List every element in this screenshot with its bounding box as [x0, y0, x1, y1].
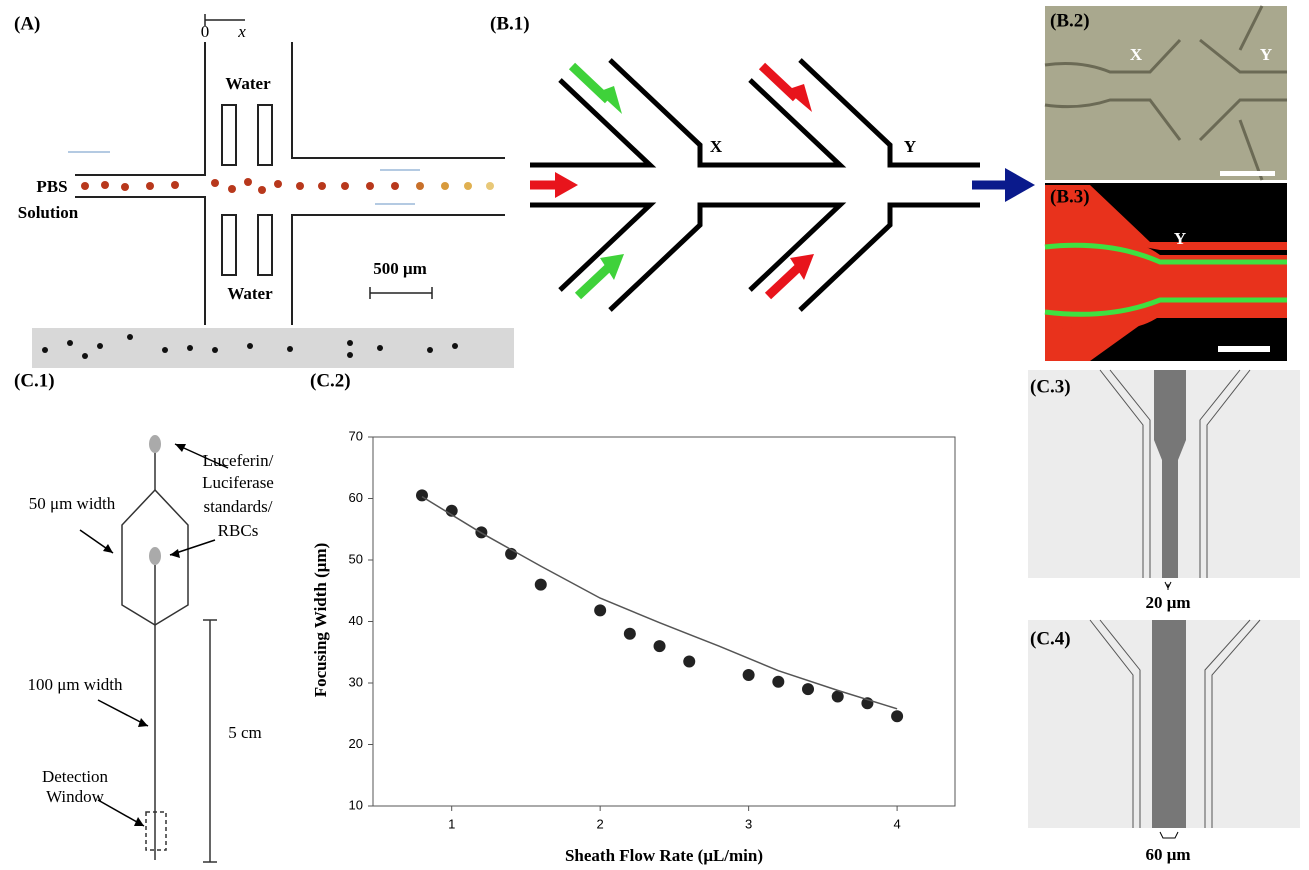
water-label: Water: [227, 284, 273, 303]
panel-b3: [1044, 183, 1287, 361]
panel-label: (B.1): [490, 13, 530, 34]
fit-line: [421, 496, 898, 710]
axis-origin: 0: [201, 22, 210, 41]
data-point: [594, 604, 607, 617]
panel-label: (B.2): [1050, 10, 1090, 31]
data-point: [772, 675, 785, 688]
x-tick-label: 1: [448, 816, 455, 831]
water-label: Water: [225, 74, 271, 93]
panel-label: (B.3): [1050, 186, 1090, 207]
annotation: Detection: [42, 767, 109, 786]
data-point: [831, 690, 844, 703]
axis-label: x: [237, 22, 246, 41]
y-tick-label: 50: [349, 551, 363, 566]
data-point: [653, 640, 666, 653]
panel-label: (C.1): [14, 370, 55, 391]
panel-label: (A): [14, 13, 40, 34]
annotation: Luciferase: [202, 473, 274, 492]
x-tick-label: 3: [745, 816, 752, 831]
panel-label: (C.4): [1030, 628, 1071, 649]
panel-c4: [1028, 619, 1300, 839]
panel-c1: [79, 435, 229, 863]
junction-label: Y: [1260, 45, 1272, 64]
annotation: RBCs: [218, 521, 259, 540]
scale-label: 500 μm: [373, 259, 427, 278]
y-tick-label: 10: [349, 797, 363, 812]
y-axis-label: Focusing Width (μm): [311, 543, 330, 697]
y-tick-label: 60: [349, 490, 363, 505]
width-label: 20 μm: [1145, 593, 1190, 612]
panel-a: [32, 14, 514, 368]
junction-label: Y: [904, 137, 916, 156]
plot-frame: [372, 436, 956, 807]
annotation: 50 μm width: [29, 494, 116, 513]
data-point: [534, 578, 547, 591]
inlet-label: PBS: [36, 177, 67, 196]
x-tick-label: 4: [893, 816, 900, 831]
flow-arrows: [530, 62, 1035, 300]
y-tick-label: 20: [349, 736, 363, 751]
data-point: [742, 669, 755, 682]
data-point: [891, 710, 904, 723]
x-axis-label: Sheath Flow Rate (μL/min): [565, 846, 763, 865]
panel-b2: [1044, 5, 1287, 181]
panel-label: (C.3): [1030, 376, 1071, 397]
y-tick-label: 30: [349, 674, 363, 689]
annotation: Luceferin/: [203, 451, 274, 470]
junction-label: Y: [1174, 229, 1186, 248]
annotation: standards/: [204, 497, 273, 516]
width-label: 60 μm: [1145, 845, 1190, 864]
junction-label: X: [1130, 45, 1143, 64]
annotation: 100 μm width: [27, 675, 123, 694]
data-point: [802, 683, 815, 696]
annotation: Window: [46, 787, 105, 806]
annotation: 5 cm: [228, 723, 262, 742]
y-tick-label: 70: [349, 428, 363, 443]
panel-label: (C.2): [310, 370, 351, 391]
x-tick-label: 2: [597, 816, 604, 831]
data-point: [683, 655, 696, 668]
plot: 1 2 3 4 10 20 30 40 50 60 70: [349, 428, 904, 831]
y-tick-label: 40: [349, 613, 363, 628]
data-point: [623, 627, 636, 640]
panel-b1: [530, 58, 980, 312]
inlet-label: Solution: [18, 203, 79, 222]
junction-label: X: [710, 137, 723, 156]
panel-c3: [1028, 369, 1300, 590]
